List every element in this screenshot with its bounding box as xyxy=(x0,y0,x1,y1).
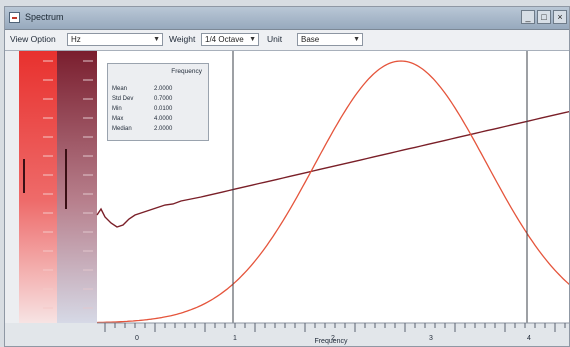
meter-indicator-left xyxy=(23,159,25,193)
close-button[interactable]: × xyxy=(553,10,567,24)
view-option-value: Hz xyxy=(71,35,81,44)
legend-row: Mean 2.0000 xyxy=(112,86,204,95)
view-option-dropdown[interactable]: Hz ▼ xyxy=(67,33,163,46)
legend-header: Frequency xyxy=(171,68,202,75)
gaussian-curve xyxy=(96,60,569,324)
unit-value: Base xyxy=(301,35,320,44)
toolbar: View Option Hz ▼ Weight 1/4 Octave ▼ Uni… xyxy=(5,30,569,51)
legend-row: Median 2.0000 xyxy=(112,126,204,135)
x-tick-label: 1 xyxy=(233,335,237,342)
level-meter-dark xyxy=(57,51,97,323)
meter-indicator-right xyxy=(65,149,67,209)
x-tick-label: 4 xyxy=(527,335,531,342)
minimize-button[interactable]: _ xyxy=(521,10,535,24)
meter-ticks xyxy=(43,60,93,309)
x-tick-label: 2 xyxy=(331,335,335,342)
legend-row: Max 4.0000 xyxy=(112,116,204,125)
legend-row: Min 0.0100 xyxy=(112,106,204,115)
x-axis-label: Frequency xyxy=(314,338,348,345)
x-axis-tick-labels: 0 1 2 3 4 xyxy=(135,335,531,342)
x-tick-label: 0 xyxy=(135,335,139,342)
title-bar: Spectrum _ □ × xyxy=(5,7,569,30)
window-controls: _ □ × xyxy=(521,10,567,24)
maximize-button[interactable]: □ xyxy=(537,10,551,24)
unit-dropdown[interactable]: Base ▼ xyxy=(297,33,363,46)
x-axis-strip xyxy=(5,323,569,346)
legend-row-value: 0.7000 xyxy=(154,96,173,102)
legend-row-label: Min xyxy=(112,106,122,112)
legend-row-label: Mean xyxy=(112,86,128,92)
app-icon xyxy=(9,12,20,23)
view-option-label: View Option xyxy=(10,34,56,44)
legend-row: Std Dev 0.7000 xyxy=(112,96,204,105)
legend-row-value: 0.0100 xyxy=(154,106,173,112)
legend-row-label: Median xyxy=(112,126,132,132)
legend-row-value: 4.0000 xyxy=(154,116,173,122)
meter-scale-gutter xyxy=(5,51,19,323)
x-axis-ticks xyxy=(104,323,566,332)
weight-value: 1/4 Octave xyxy=(205,35,244,44)
chevron-down-icon: ▼ xyxy=(353,36,360,43)
legend-row-value: 2.0000 xyxy=(154,126,173,132)
trend-curve xyxy=(96,110,569,228)
spectrum-window: Spectrum _ □ × View Option Hz ▼ Weight 1… xyxy=(4,6,570,347)
spectrum-plot[interactable]: 0 1 2 3 4 Frequency xyxy=(5,51,570,347)
weight-label: Weight xyxy=(169,34,196,44)
window-title: Spectrum xyxy=(25,12,64,22)
chevron-down-icon: ▼ xyxy=(153,36,160,43)
unit-label: Unit xyxy=(267,34,283,44)
level-meter-red xyxy=(19,51,57,323)
weight-dropdown[interactable]: 1/4 Octave ▼ xyxy=(201,33,259,46)
plot-area[interactable]: 0 1 2 3 4 Frequency Frequency Mean 2.0000 St… xyxy=(5,51,569,346)
x-tick-label: 3 xyxy=(429,335,433,342)
legend-row-value: 2.0000 xyxy=(154,86,173,92)
legend-row-label: Max xyxy=(112,116,124,122)
legend-row-label: Std Dev xyxy=(112,96,134,102)
statistics-legend: Frequency Mean 2.0000 Std Dev 0.7000 Min… xyxy=(107,63,209,141)
chevron-down-icon: ▼ xyxy=(249,36,256,43)
